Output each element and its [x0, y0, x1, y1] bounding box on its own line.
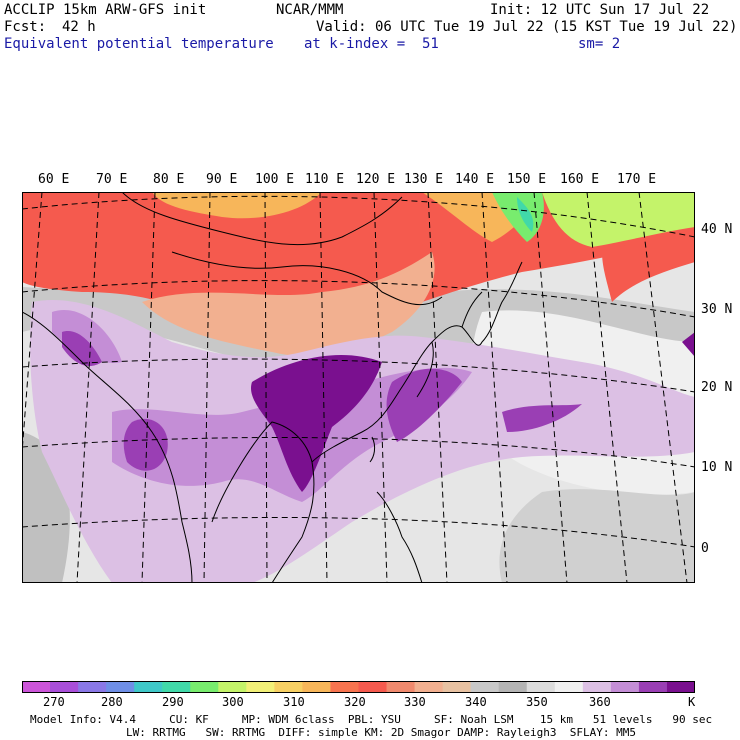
lat-label: 40 N: [701, 222, 733, 237]
yellow-field: [542, 192, 695, 247]
colorbar-swatch: [22, 681, 51, 693]
medium-purple-area: [52, 310, 122, 363]
dark-purple-core: [123, 418, 168, 471]
colorbar-swatch: [190, 681, 219, 693]
coastlines: [22, 192, 523, 583]
lon-label: 80 E: [153, 172, 185, 187]
colorbar-swatch: [106, 681, 135, 693]
lat-label: 0: [701, 541, 709, 556]
colorbar-tick-label: 350: [526, 695, 548, 709]
colorbar-tick-label: 300: [222, 695, 244, 709]
physics-info: LW: RRTMG SW: RRTMG DIFF: simple KM: 2D …: [126, 726, 636, 739]
lat-label: 10 N: [701, 460, 733, 475]
colorbar-swatch: [134, 681, 163, 693]
colorbar-swatch: [610, 681, 640, 693]
colorbar-tick-label: 270: [43, 695, 65, 709]
lat-label: 30 N: [701, 302, 733, 317]
colorbar-tick-label: 340: [465, 695, 487, 709]
colorbar-swatch: [358, 681, 388, 693]
lon-label: 140 E: [455, 172, 495, 187]
lon-label: 170 E: [617, 172, 657, 187]
colorbar-tick-label: 360: [589, 695, 611, 709]
colorbar-tick-label: 330: [404, 695, 426, 709]
colorbar-swatch: [498, 681, 528, 693]
colorbar-swatch: [330, 681, 359, 693]
dark-purple-core: [502, 404, 582, 432]
grey-patch: [499, 489, 695, 583]
lon-label: 70 E: [96, 172, 128, 187]
field-name: Equivalent potential temperature: [4, 36, 274, 52]
dark-purple-core: [682, 332, 695, 357]
colorbar-swatch: [554, 681, 584, 693]
colorbar-tick-label: 290: [162, 695, 184, 709]
colorbar-swatch: [274, 681, 303, 693]
model-info: Model Info: V4.4 CU: KF MP: WDM 6class P…: [30, 713, 713, 726]
colorbar-swatch: [50, 681, 79, 693]
colorbar-swatch: [442, 681, 472, 693]
colorbar-swatch: [302, 681, 331, 693]
lon-label: 110 E: [305, 172, 345, 187]
colorbar-swatch: [386, 681, 416, 693]
organization-label: NCAR/MMM: [276, 2, 344, 18]
colorbar: [22, 681, 695, 693]
dark-purple-core: [62, 331, 102, 367]
colorbar-swatch: [414, 681, 444, 693]
colorbar-tick-label: 280: [101, 695, 123, 709]
colorbar-swatch: [638, 681, 668, 693]
colorbar-swatch: [666, 681, 695, 693]
theta-e-map: [22, 192, 695, 583]
colorbar-swatch: [78, 681, 107, 693]
dark-purple-core: [386, 368, 462, 442]
smoothing-value: sm= 2: [578, 36, 621, 52]
lat-label: 20 N: [701, 380, 733, 395]
orange-patch: [152, 192, 322, 219]
dark-purple-core: [251, 354, 382, 492]
forecast-label: Fcst:: [4, 19, 47, 35]
colorbar-tick-label: 310: [283, 695, 305, 709]
salmon-field: [142, 252, 435, 356]
lon-label: 130 E: [404, 172, 444, 187]
forecast-hour: 42 h: [62, 19, 96, 35]
colorbar-swatch: [218, 681, 247, 693]
colorbar-tick-label: 320: [344, 695, 366, 709]
lon-label: 90 E: [206, 172, 238, 187]
colorbar-swatch: [162, 681, 191, 693]
colorbar-swatch: [526, 681, 556, 693]
teal-patch: [517, 197, 534, 232]
lon-label: 160 E: [560, 172, 600, 187]
lon-label: 120 E: [356, 172, 396, 187]
lon-label: 100 E: [255, 172, 295, 187]
colorbar-unit: K: [688, 695, 696, 709]
colorbar-swatch: [246, 681, 275, 693]
valid-time: Valid: 06 UTC Tue 19 Jul 22 (15 KST Tue …: [316, 19, 738, 35]
level-index: at k-index = 51: [304, 36, 439, 52]
colorbar-swatch: [470, 681, 500, 693]
map-frame: [22, 192, 695, 583]
lon-label: 150 E: [507, 172, 547, 187]
graticule: [22, 192, 695, 583]
colorbar-frame: [22, 681, 695, 693]
lon-label: 60 E: [38, 172, 70, 187]
model-title: ACCLIP 15km ARW-GFS init: [4, 2, 207, 18]
colorbar-swatch: [582, 681, 612, 693]
init-time: Init: 12 UTC Sun 17 Jul 22: [490, 2, 710, 18]
